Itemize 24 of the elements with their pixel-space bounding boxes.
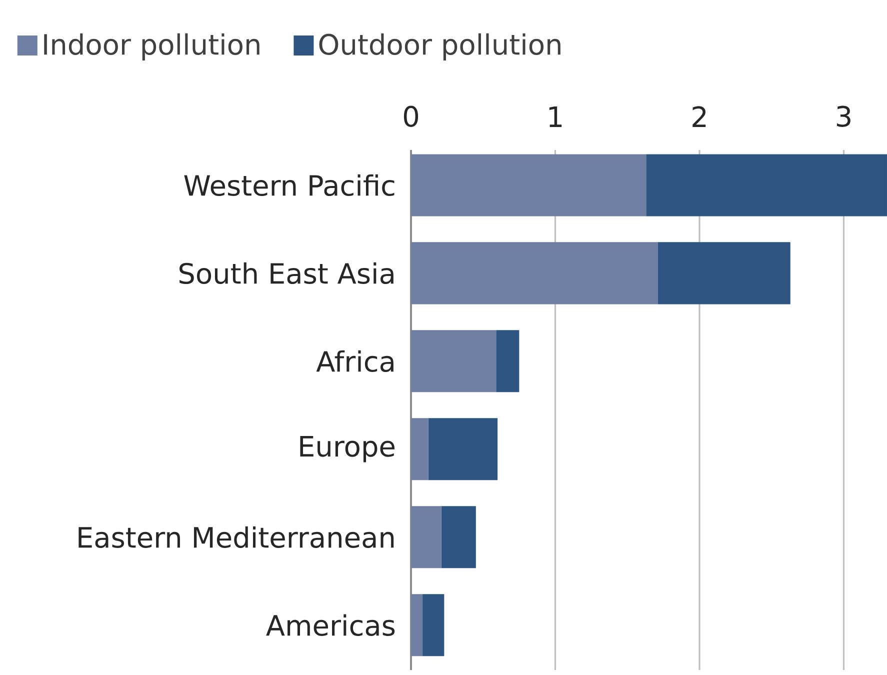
y-tick-label: Eastern Mediterranean <box>78 526 394 548</box>
x-tick-label: 3 <box>836 106 850 127</box>
bar <box>646 154 887 216</box>
bar <box>658 242 790 304</box>
bar <box>411 242 658 304</box>
bar <box>411 330 496 392</box>
y-tick-label: Europe <box>300 436 394 462</box>
legend-label: Indoor pollution <box>44 33 260 60</box>
bar <box>411 506 442 568</box>
bar <box>422 594 444 656</box>
y-tick-label: Americas <box>266 614 395 636</box>
x-tick-label: 1 <box>549 106 562 127</box>
bar <box>411 418 428 480</box>
x-tick-label: 0 <box>404 106 418 127</box>
x-tick-label: 2 <box>692 106 706 127</box>
bar <box>411 594 423 656</box>
bar <box>411 154 646 216</box>
y-tick-label: Western Pacific <box>184 174 394 196</box>
legend-label: Outdoor pollution <box>319 33 560 60</box>
bar <box>496 330 520 392</box>
bar <box>441 506 476 568</box>
bar <box>428 418 498 480</box>
y-tick-label: South East Asia <box>180 262 394 284</box>
y-tick-label: Africa <box>316 350 394 372</box>
